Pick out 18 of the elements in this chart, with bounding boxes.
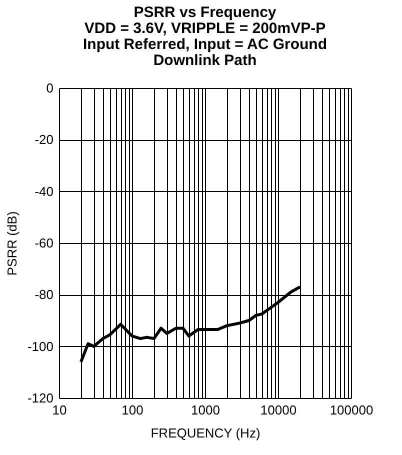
y-tick-label: -20 — [34, 132, 54, 148]
x-tick-label: 100000 — [330, 402, 374, 418]
text: Downlink Path — [153, 52, 257, 69]
x-tick-label: 1000 — [191, 402, 220, 418]
x-axis-title: FREQUENCY (Hz) — [150, 426, 260, 440]
x-tick-label: 100 — [122, 402, 144, 418]
y-tick-label: -60 — [34, 236, 54, 250]
x-tick-label: 10 — [52, 402, 67, 418]
y-tick-label: 0 — [46, 80, 54, 96]
y-tick-label: -100 — [27, 338, 54, 354]
y-axis-title: PSRR (dB) — [4, 211, 20, 276]
y-tick-label: -80 — [34, 287, 54, 302]
y-tick-label: -40 — [34, 184, 54, 199]
text: PSRR vs Frequency — [134, 4, 276, 21]
text: VDD = 3.6V, VRIPPLE = 200mVP-P — [84, 20, 326, 37]
x-tick-label: 10000 — [260, 402, 297, 418]
text: Input Referred, Input = AC Ground — [82, 36, 328, 53]
y-tick-label: -120 — [27, 390, 54, 406]
